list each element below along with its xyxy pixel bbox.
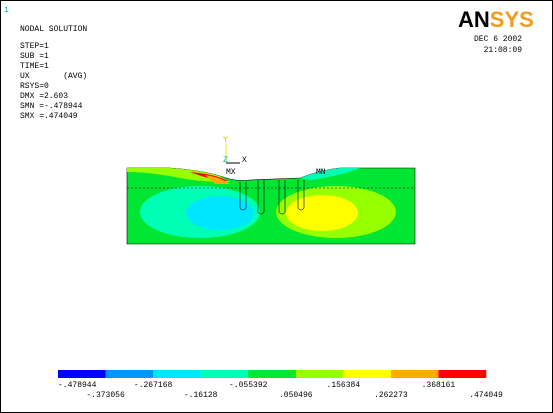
legend-label: .262273 — [374, 391, 408, 400]
legend-swatch — [390, 370, 439, 378]
logo-part: AN — [458, 7, 490, 32]
legend: -.478944-.373056 -.267168 -.16128 -.055392.… — [58, 370, 503, 400]
header-line: SMX =.474049 — [20, 112, 78, 121]
legend-label: .368161 — [422, 381, 456, 390]
legend-swatch — [295, 370, 344, 378]
header-line: SMN =-.478944 — [20, 102, 83, 111]
legend-swatch — [58, 370, 106, 378]
legend-swatch — [248, 370, 297, 378]
legend-label: -.267168 — [134, 381, 173, 390]
time: 21:08:09 — [484, 46, 523, 55]
triad: Y Z X — [223, 136, 247, 165]
legend-swatch — [438, 370, 487, 378]
legend-label: -.055392 — [229, 381, 268, 390]
legend-label: .156384 — [327, 381, 361, 390]
plot-title: NODAL SOLUTION — [20, 25, 87, 34]
header-line: STEP=1 — [20, 42, 49, 51]
legend-label: .050496 — [279, 391, 313, 400]
model — [126, 167, 416, 245]
legend-swatch — [200, 370, 249, 378]
window-number: 1 — [4, 6, 9, 15]
min-marker: MN — [316, 168, 326, 177]
header-line: DMX =2.603 — [20, 92, 68, 101]
date: DEC 6 2002 — [474, 35, 522, 44]
header-line: TIME=1 — [20, 62, 49, 71]
legend-swatch — [105, 370, 154, 378]
legend-swatch — [153, 370, 201, 378]
axis-label: X — [242, 156, 247, 165]
header-line: SUB =1 — [20, 52, 49, 61]
legend-label: -.373056 — [86, 391, 125, 400]
logo: ANSYS — [458, 7, 534, 32]
legend-label: .474049 — [469, 391, 503, 400]
header-line: UX (AVG) — [20, 72, 87, 81]
axis-label: Y — [223, 136, 228, 145]
axis-label: Z — [223, 156, 228, 165]
logo-part: SYS — [490, 7, 534, 32]
legend-label: -.16128 — [184, 391, 218, 400]
legend-swatch — [343, 370, 392, 378]
header-line: RSYS=0 — [20, 82, 49, 91]
legend-label: -.478944 — [58, 381, 97, 390]
max-marker: MX — [226, 168, 236, 177]
